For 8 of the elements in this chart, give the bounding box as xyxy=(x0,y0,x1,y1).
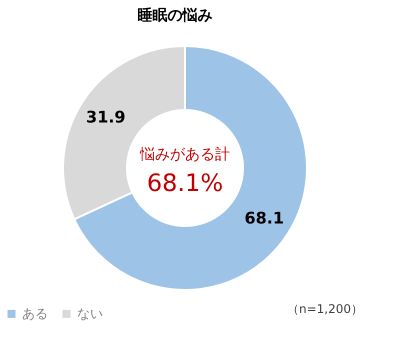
data-label: 68.1 xyxy=(244,208,284,228)
chart-title: 睡眠の悩み xyxy=(138,6,212,24)
text: 悩みがある計 xyxy=(139,145,230,163)
text: （n=1,200） xyxy=(286,302,364,316)
text: 68.1% xyxy=(146,169,224,197)
legend-label: ある xyxy=(22,306,48,322)
data-label: 31.9 xyxy=(86,107,126,126)
legend-label: ない xyxy=(77,306,103,322)
